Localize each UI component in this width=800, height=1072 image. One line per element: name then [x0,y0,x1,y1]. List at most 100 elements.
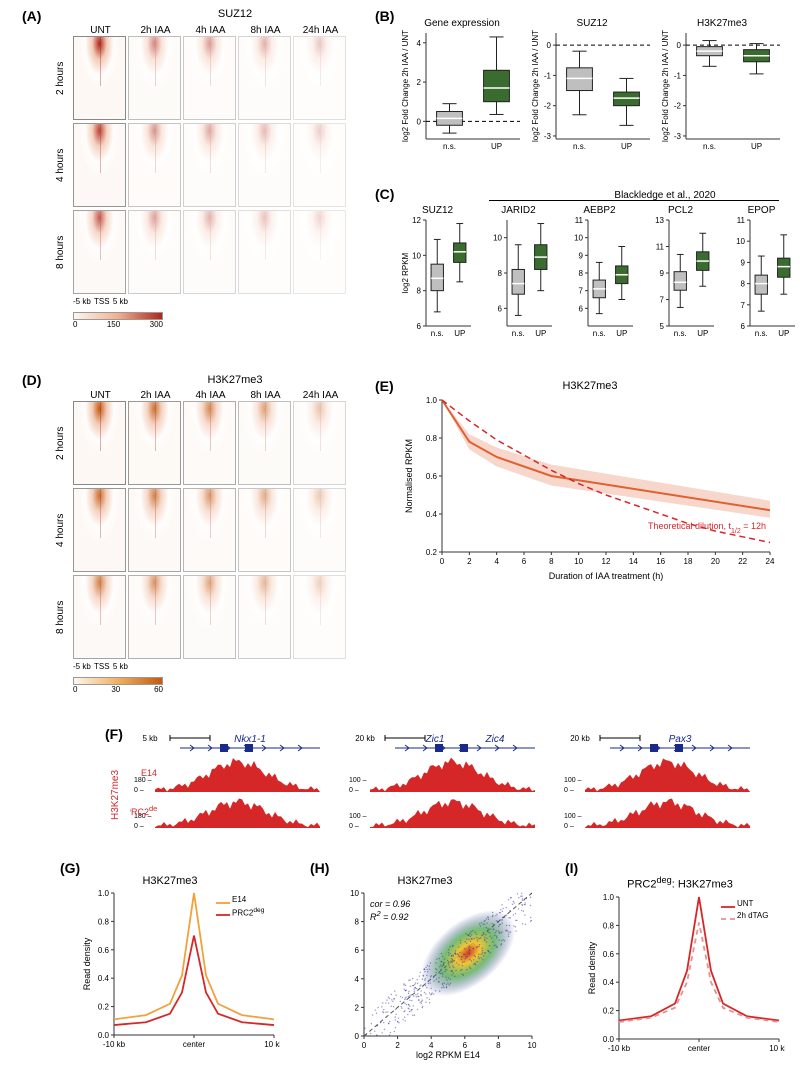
svg-text:6: 6 [355,946,360,955]
heatmap-row-label: 4 hours [55,123,69,207]
heatmap-cell [183,575,236,659]
svg-text:6: 6 [522,557,527,566]
svg-text:UP: UP [454,329,465,338]
heatmap-cell [238,123,291,207]
svg-text:0 –: 0 – [134,787,144,794]
svg-text:UP: UP [621,142,632,151]
colorbar-tick: 30 [111,685,120,694]
panel-f-tracks: 5 kbNkx1-1180 –0 –180 –0 –20 kbZic1Zic41… [130,730,770,840]
svg-text:14: 14 [629,557,638,566]
heatmap-cell [238,210,291,294]
heatmap-xaxis: -5 kb [73,662,91,671]
colorbar-tick: 0 [73,320,77,329]
svg-text:Duration of IAA treatment (h): Duration of IAA treatment (h) [549,571,664,581]
svg-text:0 –: 0 – [349,787,359,794]
svg-text:2: 2 [467,557,472,566]
heatmap-cell [183,36,236,120]
panel-g-label: (G) [60,860,80,876]
svg-text:6: 6 [498,304,503,313]
panel-c-label: (C) [375,186,394,202]
svg-text:Normalised RPKM: Normalised RPKM [404,439,414,513]
boxplot-title: AEBP2 [562,205,637,216]
svg-text:Pax3: Pax3 [669,734,692,745]
panel-f-label: (F) [105,726,123,742]
boxplot-title: SUZ12 [530,18,654,29]
svg-text:18: 18 [684,557,693,566]
svg-text:10: 10 [350,889,359,898]
svg-text:n.s.: n.s. [703,142,716,151]
heatmap-cell [293,36,346,120]
svg-text:UP: UP [616,329,627,338]
svg-text:8: 8 [549,557,554,566]
panel-i-title: PRC2deg: H3K27me3 [585,875,775,891]
svg-text:-10 kb: -10 kb [608,1044,631,1053]
heatmap-cell [128,488,181,572]
panel-a-label: (A) [22,8,41,24]
svg-text:10: 10 [736,237,745,246]
heatmap-row-label: 4 hours [55,488,69,572]
svg-text:n.s.: n.s. [512,329,525,338]
heatmap-col-label: 8h IAA [238,25,293,36]
svg-text:13: 13 [655,216,664,225]
panel-f-rowgroup: H3K27me3 [110,760,121,830]
svg-text:log2 RPKM: log2 RPKM [401,252,410,293]
svg-text:Read density: Read density [82,937,92,990]
svg-text:0 –: 0 – [134,823,144,830]
svg-text:22: 22 [738,557,747,566]
panel-d-heatmap: UNT 2h IAA 4h IAA 8h IAA 24h IAA 2 hours… [55,390,348,694]
svg-text:9: 9 [741,258,746,267]
colorbar-tick: 150 [107,320,120,329]
heatmap-cell [293,575,346,659]
svg-text:2: 2 [355,1003,360,1012]
svg-text:Read density: Read density [587,941,597,994]
svg-text:center: center [688,1044,711,1053]
heatmap-xaxis: 5 kb [113,662,128,671]
svg-text:2: 2 [395,1041,400,1050]
colorbar-tick: 300 [150,320,163,329]
panel-c-bracket [489,200,779,201]
svg-text:UP: UP [751,142,762,151]
svg-text:10: 10 [412,251,421,260]
panel-g-chart: H3K27me3 0.00.20.40.60.81.0-10 kbcenter1… [80,875,280,1057]
svg-text:4: 4 [355,975,360,984]
heatmap-col-label: 24h IAA [293,25,348,36]
heatmap-row-label: 8 hours [55,210,69,294]
svg-text:2: 2 [417,78,422,87]
svg-text:10 kb: 10 kb [264,1040,280,1049]
heatmap-cell [293,123,346,207]
heatmap-col-label: 8h IAA [238,390,293,401]
svg-text:10: 10 [493,234,502,243]
svg-text:4: 4 [417,39,422,48]
heatmap-cell [238,488,291,572]
svg-text:-1: -1 [544,71,552,80]
svg-text:12: 12 [602,557,611,566]
svg-text:UP: UP [491,142,502,151]
svg-text:4: 4 [494,557,499,566]
panel-c-boxplots: SUZ12681012n.s.UPlog2 RPKMJARID26810n.s.… [400,205,790,355]
svg-text:n.s.: n.s. [573,142,586,151]
panel-a-heatmap: UNT 2h IAA 4h IAA 8h IAA 24h IAA 2 hours… [55,25,348,329]
svg-text:Zic1: Zic1 [425,734,445,745]
boxplot-title: PCL2 [643,205,718,216]
svg-text:0: 0 [355,1032,360,1041]
svg-text:5 kb: 5 kb [142,734,158,743]
svg-text:7: 7 [741,301,746,310]
panel-a-title: SUZ12 [120,8,350,20]
svg-text:100 –: 100 – [349,813,367,820]
svg-text:n.s.: n.s. [755,329,768,338]
heatmap-cell [128,401,181,485]
panel-h-title: H3K27me3 [330,875,520,887]
svg-text:log2 Fold Change 2h IAA / UNT: log2 Fold Change 2h IAA / UNT [401,30,410,142]
heatmap-col-label: 24h IAA [293,390,348,401]
heatmap-cell [238,36,291,120]
svg-text:cor = 0.96: cor = 0.96 [370,899,410,909]
svg-text:6: 6 [579,304,584,313]
svg-text:0 –: 0 – [564,823,574,830]
panel-d-label: (D) [22,372,41,388]
heatmap-cell [73,575,126,659]
heatmap-cell [73,123,126,207]
svg-text:1.0: 1.0 [426,396,438,405]
svg-text:n.s.: n.s. [431,329,444,338]
svg-text:0.4: 0.4 [603,978,615,987]
svg-text:11: 11 [737,216,746,225]
